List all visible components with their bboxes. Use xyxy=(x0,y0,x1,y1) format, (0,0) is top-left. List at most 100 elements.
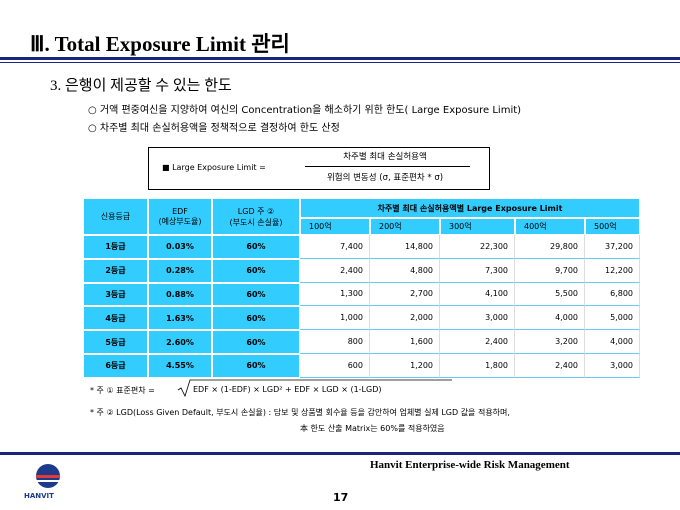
table-cell: 9,700 xyxy=(515,258,585,283)
cell-text: 7,400 xyxy=(340,241,363,251)
cell-text: 12,200 xyxy=(605,265,633,275)
sqrt-sign xyxy=(177,379,452,398)
cell-text: LGD 주 ② xyxy=(237,206,275,216)
cell-text: 200억 xyxy=(379,222,402,231)
table-cell: 0.03% xyxy=(148,235,212,259)
cell-text: 0.28% xyxy=(166,266,194,276)
cell-text: 6,800 xyxy=(610,289,633,299)
cell-text: 400억 xyxy=(524,222,547,231)
title: Ⅲ. Total Exposure Limit 관리 xyxy=(30,32,290,56)
table-cell: 60% xyxy=(212,354,300,378)
table-cell: 60% xyxy=(212,282,300,307)
group-header: 차주별 최대 손실허용액별 Large Exposure Limit xyxy=(300,198,640,218)
bullet: ○ 거액 편중여신을 지양하여 여신의 Concentration을 해소하기 … xyxy=(88,105,522,116)
cell-text: 4,000 xyxy=(555,313,578,323)
cell-text: 1,200 xyxy=(410,360,433,370)
table-cell: 4,100 xyxy=(440,282,515,307)
rule xyxy=(0,62,680,63)
cell-text: 300억 xyxy=(449,222,472,231)
table-cell: 2,400 xyxy=(515,354,585,378)
table-cell: 3,000 xyxy=(440,306,515,331)
table-cell: 60% xyxy=(212,258,300,283)
table-cell: 4등급 xyxy=(83,306,148,331)
cell-text: 800 xyxy=(347,337,363,347)
heading: 3. 은행이 제공할 수 있는 한도 xyxy=(50,78,232,94)
amount-header: 100억 xyxy=(300,218,370,235)
table-cell: 5등급 xyxy=(83,330,148,354)
amount-header: 300억 xyxy=(440,218,515,235)
table-cell: 2등급 xyxy=(83,258,148,283)
table-cell: 3등급 xyxy=(83,282,148,307)
page-number: 17 xyxy=(333,491,349,504)
column-header: LGD 주 ② (부도시 손실율) xyxy=(212,198,300,235)
rule xyxy=(0,452,680,455)
table-cell: 22,300 xyxy=(440,235,515,259)
cell-text: (예상부도율) xyxy=(158,216,202,226)
cell-text: 60% xyxy=(246,361,266,371)
cell-text: 3등급 xyxy=(105,289,126,299)
cell-text: 5등급 xyxy=(105,337,126,347)
table-cell: 0.88% xyxy=(148,282,212,307)
cell-text: 6등급 xyxy=(105,361,126,371)
cell-text: 4등급 xyxy=(105,313,126,323)
cell-text: 1,600 xyxy=(410,337,433,347)
table-cell: 1,300 xyxy=(300,282,370,307)
table-cell: 2,700 xyxy=(370,282,440,307)
table-cell: 5,500 xyxy=(515,282,585,307)
cell-text: 5,000 xyxy=(610,313,633,323)
table-cell: 7,400 xyxy=(300,235,370,259)
logo-text: HANVIT xyxy=(24,492,54,500)
amount-header: 200억 xyxy=(370,218,440,235)
table-cell: 14,800 xyxy=(370,235,440,259)
cell-text: 3,000 xyxy=(610,360,633,370)
table: 신용등급 EDF (예상부도율) LGD 주 ② (부도시 손실율) 차주별 최대 손실허… xyxy=(83,198,640,378)
cell-text: 60% xyxy=(246,313,266,323)
table-cell: 4,800 xyxy=(370,258,440,283)
cell-text: 4.55% xyxy=(166,361,194,371)
table-cell: 7,300 xyxy=(440,258,515,283)
table-cell: 600 xyxy=(300,354,370,378)
table-cell: 1,800 xyxy=(440,354,515,378)
cell-text: 7,300 xyxy=(485,265,508,275)
table-cell: 60% xyxy=(212,306,300,331)
cell-text: 14,800 xyxy=(405,241,433,251)
cell-text: 60% xyxy=(246,242,266,252)
table-cell: 3,000 xyxy=(585,354,640,378)
table-cell: 0.28% xyxy=(148,258,212,283)
cell-text: 29,800 xyxy=(550,241,578,251)
table-cell: 2.60% xyxy=(148,330,212,354)
table-cell: 4,000 xyxy=(585,330,640,354)
cell-text: 0.03% xyxy=(166,242,194,252)
note: * 주 ② LGD(Loss Given Default, 부도시 손실율) :… xyxy=(90,408,510,417)
table-cell: 5,000 xyxy=(585,306,640,331)
column-header: 신용등급 xyxy=(83,198,148,235)
cell-text: 22,300 xyxy=(480,241,508,251)
table-cell: 29,800 xyxy=(515,235,585,259)
cell-text: 100억 xyxy=(309,222,332,231)
amount-header: 500억 xyxy=(585,218,640,235)
table-cell: 800 xyxy=(300,330,370,354)
cell-text: 1,300 xyxy=(340,289,363,299)
table-cell: 2,400 xyxy=(440,330,515,354)
rule xyxy=(0,57,680,60)
cell-text: 5,500 xyxy=(555,289,578,299)
table-cell: 4,000 xyxy=(515,306,585,331)
table-cell: 1,200 xyxy=(370,354,440,378)
table-cell: 1,000 xyxy=(300,306,370,331)
table-cell: 37,200 xyxy=(585,235,640,259)
denominator: 위험의 변동성 (σ, 표준편차 * σ) xyxy=(326,173,444,183)
cell-text: 0.88% xyxy=(166,289,194,299)
cell-text: (부도시 손실율) xyxy=(229,217,283,227)
cell-text: EDF xyxy=(172,206,188,216)
fraction-line xyxy=(305,166,470,167)
column-header: EDF (예상부도율) xyxy=(148,198,212,235)
cell-text: 9,700 xyxy=(555,265,578,275)
note: 本 한도 산출 Matrix는 60%를 적용하였음 xyxy=(300,424,445,433)
formula-label: ■ Large Exposure Limit = xyxy=(162,163,266,172)
cell-text: 2,700 xyxy=(410,289,433,299)
table-cell: 2,400 xyxy=(300,258,370,283)
cell-text: 37,200 xyxy=(605,241,633,251)
cell-text: 3,000 xyxy=(485,313,508,323)
table-cell: 60% xyxy=(212,330,300,354)
